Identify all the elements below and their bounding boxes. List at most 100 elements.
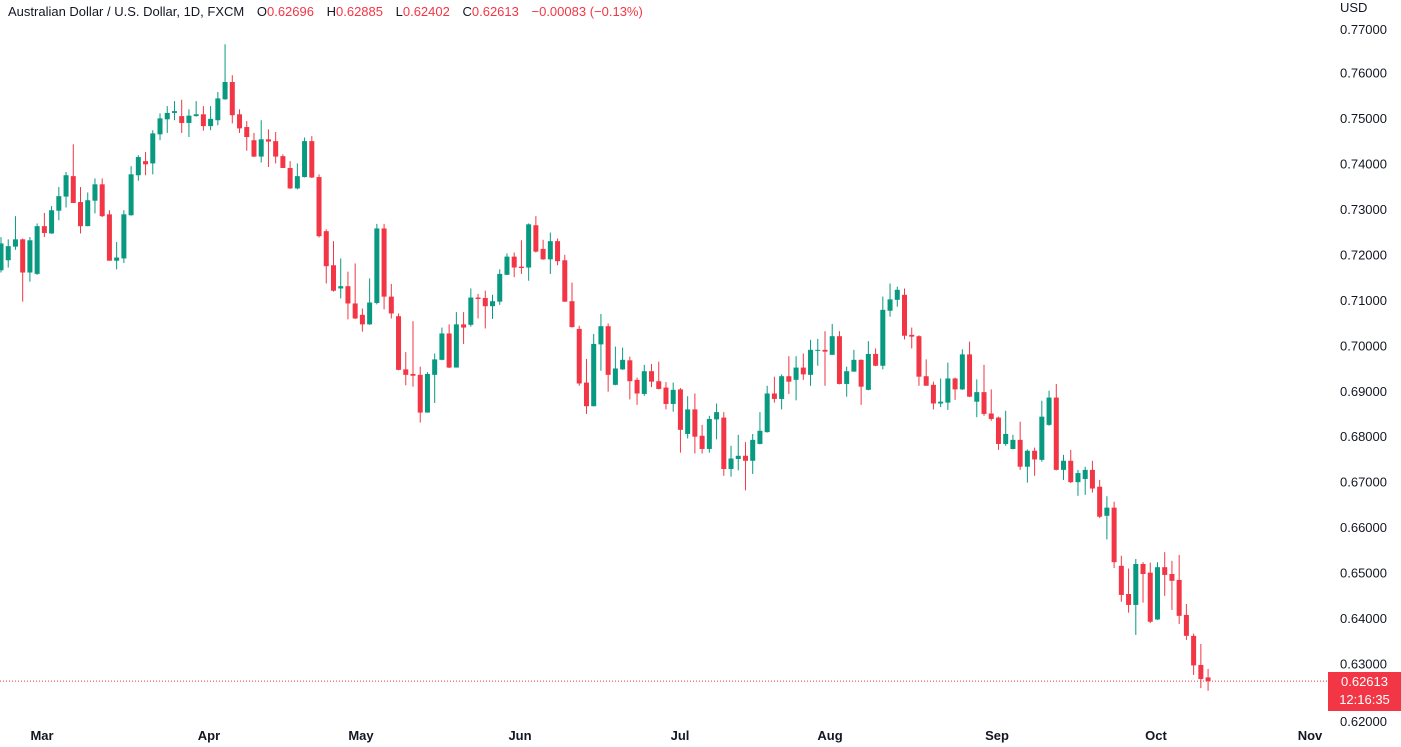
close-label: C — [462, 4, 472, 19]
candle — [135, 155, 141, 181]
candle — [685, 396, 691, 439]
low-label: L — [395, 4, 403, 19]
candle-body — [1089, 469, 1095, 489]
candle — [620, 347, 626, 370]
candle-body — [417, 374, 423, 413]
candle-body — [424, 373, 430, 413]
candle-body — [1183, 614, 1189, 636]
candle — [56, 187, 62, 221]
candle-body — [706, 418, 712, 449]
candle — [873, 348, 879, 367]
time-tick-label: Mar — [30, 728, 53, 743]
candle-body — [359, 314, 365, 325]
candle-body — [851, 359, 857, 372]
candle-body — [5, 246, 11, 261]
candle-body — [251, 140, 257, 157]
candle-body — [1097, 486, 1103, 517]
candle-body — [923, 376, 929, 386]
candle-body — [330, 265, 336, 291]
candle — [699, 424, 705, 454]
candle — [706, 415, 712, 453]
candle-body — [909, 334, 915, 337]
candle-body — [222, 82, 228, 100]
candle-body — [439, 333, 445, 360]
price-tick-label: 0.64000 — [1340, 611, 1387, 626]
candle-body — [576, 328, 582, 384]
candle-body — [1205, 677, 1211, 682]
candle — [981, 364, 987, 416]
candle — [78, 187, 84, 234]
candle — [1061, 454, 1067, 480]
candle-body — [193, 114, 199, 117]
candle-body — [858, 359, 864, 387]
candle — [967, 341, 973, 398]
candle — [598, 313, 604, 371]
time-tick-label: Jul — [671, 728, 690, 743]
candle — [114, 242, 120, 270]
candle-body — [1082, 469, 1088, 479]
candle — [829, 323, 835, 355]
candle-body — [34, 226, 40, 274]
candle-body — [1191, 635, 1197, 666]
bar-countdown: 12:16:35 — [1339, 692, 1390, 707]
candle — [959, 349, 965, 390]
candle — [396, 313, 402, 371]
candle-body — [461, 324, 467, 328]
candle-body — [49, 210, 55, 234]
candle — [410, 321, 416, 387]
candle — [417, 366, 423, 423]
candle-body — [143, 161, 149, 165]
close-value: 0.62613 — [471, 4, 519, 19]
price-axis[interactable]: 0.77000 0.76000 0.75000 0.74000 0.73000 0.720… — [1340, 22, 1387, 729]
candle-body — [1053, 397, 1059, 470]
candle-body — [381, 228, 387, 297]
candle — [1053, 383, 1059, 471]
candle — [222, 44, 228, 100]
candle — [663, 382, 669, 410]
candle-body — [974, 392, 980, 402]
candle-body — [1032, 450, 1038, 460]
price-tick-label: 0.71000 — [1340, 293, 1387, 308]
candle — [1097, 479, 1103, 519]
candle-body — [1162, 567, 1168, 575]
candle-body — [367, 302, 373, 325]
time-tick-label: Aug — [817, 728, 842, 743]
candle-body — [894, 289, 900, 300]
candle — [92, 178, 98, 214]
candle — [641, 364, 647, 396]
candle-body — [562, 260, 568, 302]
symbol-legend: Australian Dollar / U.S. Dollar, 1D, FXC… — [8, 4, 643, 19]
candle — [12, 216, 18, 250]
candle — [1089, 460, 1095, 493]
candle-body — [808, 349, 814, 375]
candle-body — [396, 316, 402, 370]
candle-body — [1147, 572, 1153, 622]
candle — [403, 352, 409, 386]
candle — [1032, 447, 1038, 476]
candle — [1118, 555, 1124, 602]
candle-body — [1126, 594, 1132, 605]
candle-body — [815, 349, 821, 351]
candle-body — [56, 196, 62, 211]
candle — [800, 353, 806, 380]
candle-body — [721, 417, 727, 469]
candle-body — [873, 353, 879, 366]
time-axis[interactable]: Mar Apr May Jun Jul Aug Sep Oct Nov — [30, 728, 1323, 743]
candle-body — [294, 176, 300, 189]
candle — [526, 223, 532, 281]
candle — [381, 223, 387, 310]
candle — [1104, 496, 1110, 540]
currency-label[interactable]: USD — [1340, 0, 1368, 15]
candle — [287, 161, 293, 189]
price-tick-label: 0.76000 — [1340, 65, 1387, 80]
candle — [851, 349, 857, 372]
candle — [858, 359, 864, 405]
candle — [20, 238, 26, 302]
candle-body — [880, 309, 886, 366]
candle-body — [728, 458, 734, 469]
candle-body — [403, 369, 409, 375]
candle-body — [171, 111, 177, 113]
candle-body — [902, 294, 907, 336]
candle-body — [504, 256, 510, 275]
